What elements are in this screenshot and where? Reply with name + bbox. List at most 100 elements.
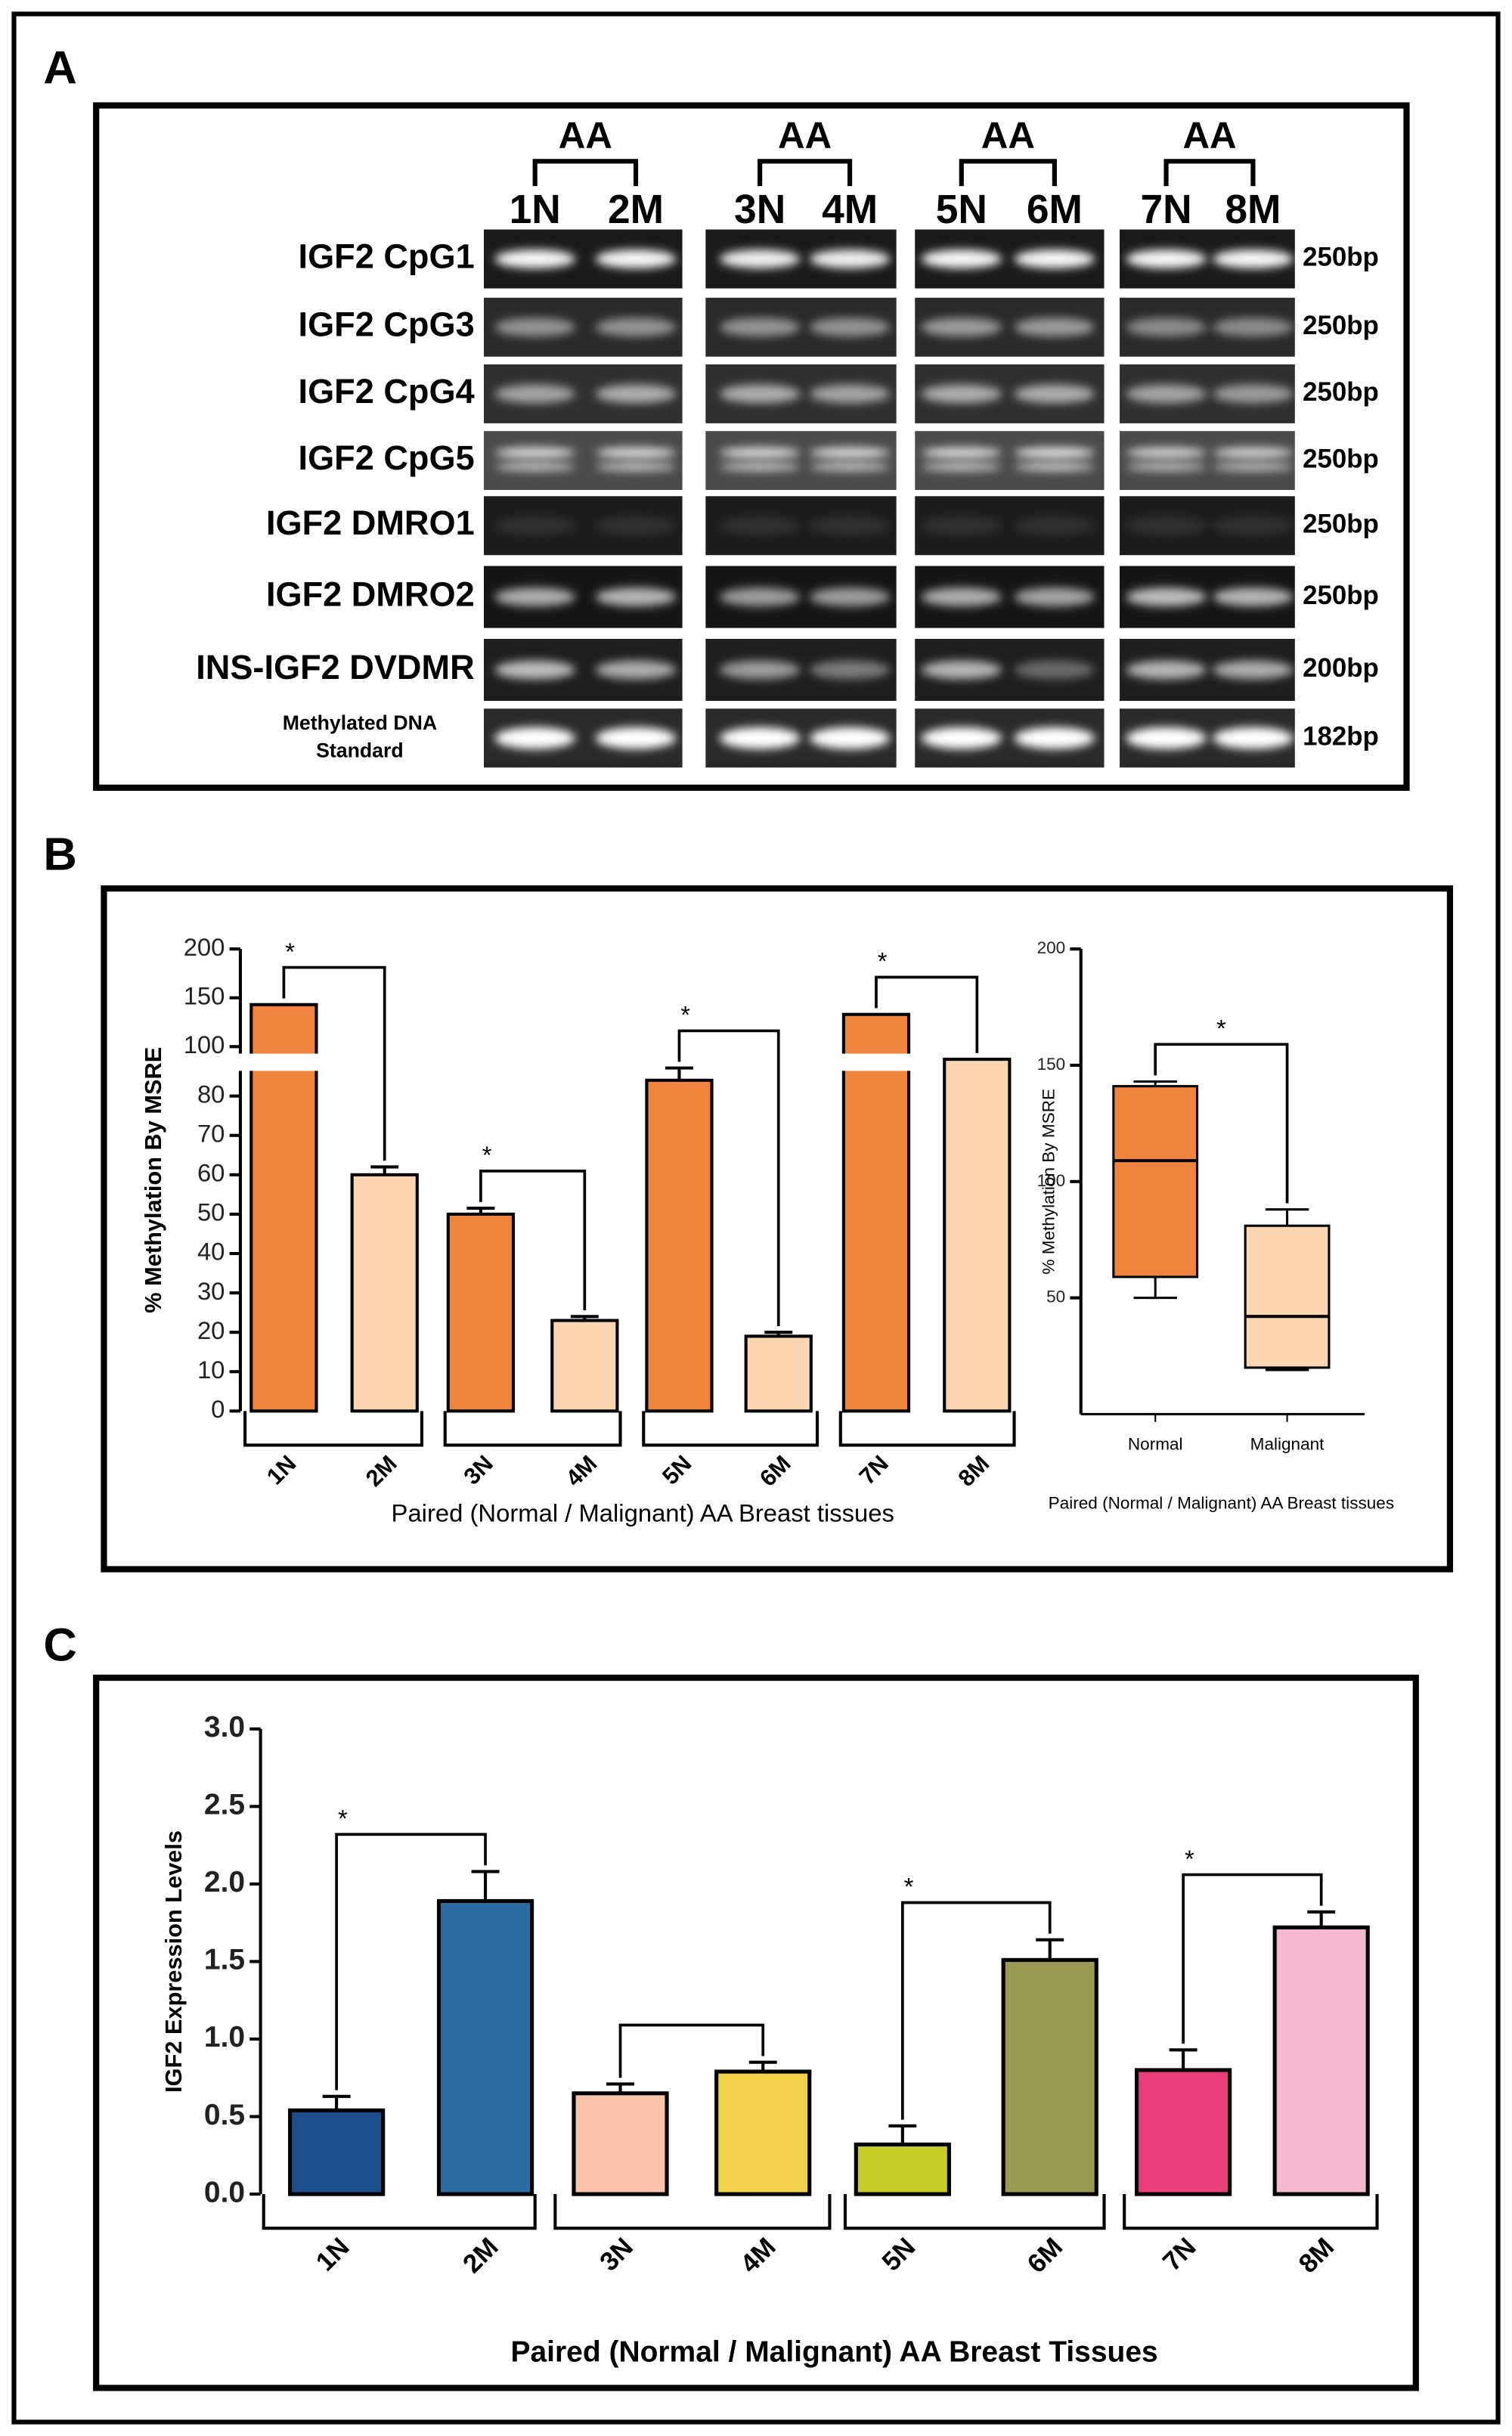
significance-bracket bbox=[901, 1901, 1052, 2120]
bar bbox=[436, 1898, 534, 2196]
group-bracket bbox=[959, 159, 1057, 187]
lane-label: 7N bbox=[1140, 188, 1191, 232]
panel-a-border bbox=[93, 102, 1410, 791]
x-tick-label: 2M bbox=[457, 2232, 504, 2279]
band-size: 182bp bbox=[1303, 721, 1379, 751]
gel-band bbox=[1014, 660, 1095, 680]
group-box bbox=[642, 1411, 820, 1447]
y-axis-label: % Methylation By MSRE bbox=[1040, 1089, 1058, 1275]
panel-label: B bbox=[43, 828, 76, 880]
gel-band bbox=[1014, 384, 1095, 404]
group-bracket bbox=[1163, 159, 1256, 187]
bar bbox=[288, 2108, 386, 2196]
whisker bbox=[1133, 1276, 1177, 1300]
gel-band bbox=[719, 249, 801, 268]
band-size: 250bp bbox=[1303, 509, 1379, 538]
x-tick-label: 1N bbox=[311, 2232, 355, 2276]
gel-block bbox=[484, 431, 683, 491]
group-box bbox=[1123, 2194, 1379, 2230]
group-label: AA bbox=[981, 115, 1035, 157]
bar bbox=[744, 1334, 813, 1413]
axis-break bbox=[840, 1053, 912, 1071]
y-tick-label: 0 bbox=[211, 1395, 225, 1423]
lane-label: 4M bbox=[822, 188, 878, 232]
bar bbox=[350, 1173, 419, 1413]
y-tick-label: 30 bbox=[197, 1277, 225, 1305]
bar bbox=[714, 2069, 812, 2196]
gel-band bbox=[1014, 462, 1095, 472]
significance-bracket bbox=[282, 965, 386, 1161]
lane-label: 6M bbox=[1027, 188, 1083, 232]
gel-band bbox=[719, 660, 801, 680]
gel-band bbox=[809, 384, 891, 404]
gel-band bbox=[595, 660, 677, 680]
gel-band bbox=[595, 318, 677, 337]
gel-band bbox=[595, 516, 677, 535]
group-label: AA bbox=[559, 115, 612, 157]
x-axis-label: Paired (Normal / Malignant) AA Breast ti… bbox=[392, 1498, 894, 1526]
group-box bbox=[553, 2194, 832, 2230]
gel-band bbox=[809, 447, 891, 459]
gel-band bbox=[494, 384, 576, 404]
y-tick-label: 0.0 bbox=[204, 2176, 245, 2208]
x-tick-label: 7N bbox=[854, 1450, 894, 1490]
gel-band bbox=[921, 587, 1002, 606]
significance-bracket bbox=[479, 1170, 587, 1311]
error-bar bbox=[471, 1870, 500, 1901]
gel-band bbox=[1126, 727, 1207, 749]
gel-band bbox=[921, 462, 1002, 472]
y-tick-label: 60 bbox=[197, 1159, 225, 1187]
group-bracket bbox=[532, 159, 639, 187]
x-tick-label: 6M bbox=[754, 1450, 796, 1492]
row-label: Methylated DNA bbox=[283, 711, 437, 734]
error-bar bbox=[888, 2124, 917, 2145]
y-tick-label: 100 bbox=[1037, 1171, 1066, 1190]
band-size: 200bp bbox=[1303, 653, 1379, 683]
gel-band bbox=[494, 447, 576, 459]
y-tick-label: 40 bbox=[197, 1238, 225, 1266]
x-tick-label: 4M bbox=[560, 1450, 602, 1492]
bar bbox=[446, 1212, 516, 1413]
row-label: Standard bbox=[316, 739, 404, 762]
significance-label: * bbox=[1216, 1015, 1226, 1043]
error-bar bbox=[1307, 1910, 1336, 1928]
row-label: IGF2 CpG4 bbox=[299, 372, 475, 411]
panel-label: A bbox=[43, 42, 76, 95]
row-label: IGF2 DMRO1 bbox=[266, 504, 475, 542]
gel-band bbox=[719, 462, 801, 472]
y-tick-label: 0.5 bbox=[204, 2099, 245, 2131]
gel-band bbox=[1014, 249, 1095, 268]
gel-band bbox=[1213, 318, 1294, 337]
significance-label: * bbox=[482, 1141, 492, 1169]
x-tick-label: 2M bbox=[361, 1450, 402, 1492]
gel-band bbox=[595, 384, 677, 404]
gel-band bbox=[921, 249, 1002, 268]
bar bbox=[943, 1058, 1012, 1413]
y-tick-label: 150 bbox=[184, 981, 225, 1009]
gel-band bbox=[921, 384, 1002, 404]
gel-band bbox=[494, 249, 576, 268]
panel-label: C bbox=[43, 1619, 76, 1671]
group-box bbox=[262, 2194, 537, 2230]
gel-band bbox=[921, 447, 1002, 459]
gel-band bbox=[1126, 587, 1207, 606]
gel-band bbox=[921, 318, 1002, 337]
gel-band bbox=[1126, 660, 1207, 680]
group-box bbox=[443, 1411, 622, 1447]
gel-band bbox=[921, 660, 1002, 680]
gel-band bbox=[719, 384, 801, 404]
gel-band bbox=[494, 516, 576, 535]
gel-band bbox=[719, 447, 801, 459]
row-label: IGF2 CpG1 bbox=[299, 237, 475, 275]
gel-band bbox=[1213, 447, 1294, 459]
gel-band bbox=[719, 516, 801, 535]
x-axis-label: Paired (Normal / Malignant) AA Breast Ti… bbox=[510, 2336, 1157, 2369]
gel-band bbox=[1126, 462, 1207, 472]
lane-label: 8M bbox=[1225, 188, 1281, 232]
y-tick-label: 2.0 bbox=[204, 1866, 245, 1898]
significance-label: * bbox=[904, 1873, 914, 1901]
whisker bbox=[1265, 1208, 1309, 1226]
group-box bbox=[243, 1411, 423, 1447]
